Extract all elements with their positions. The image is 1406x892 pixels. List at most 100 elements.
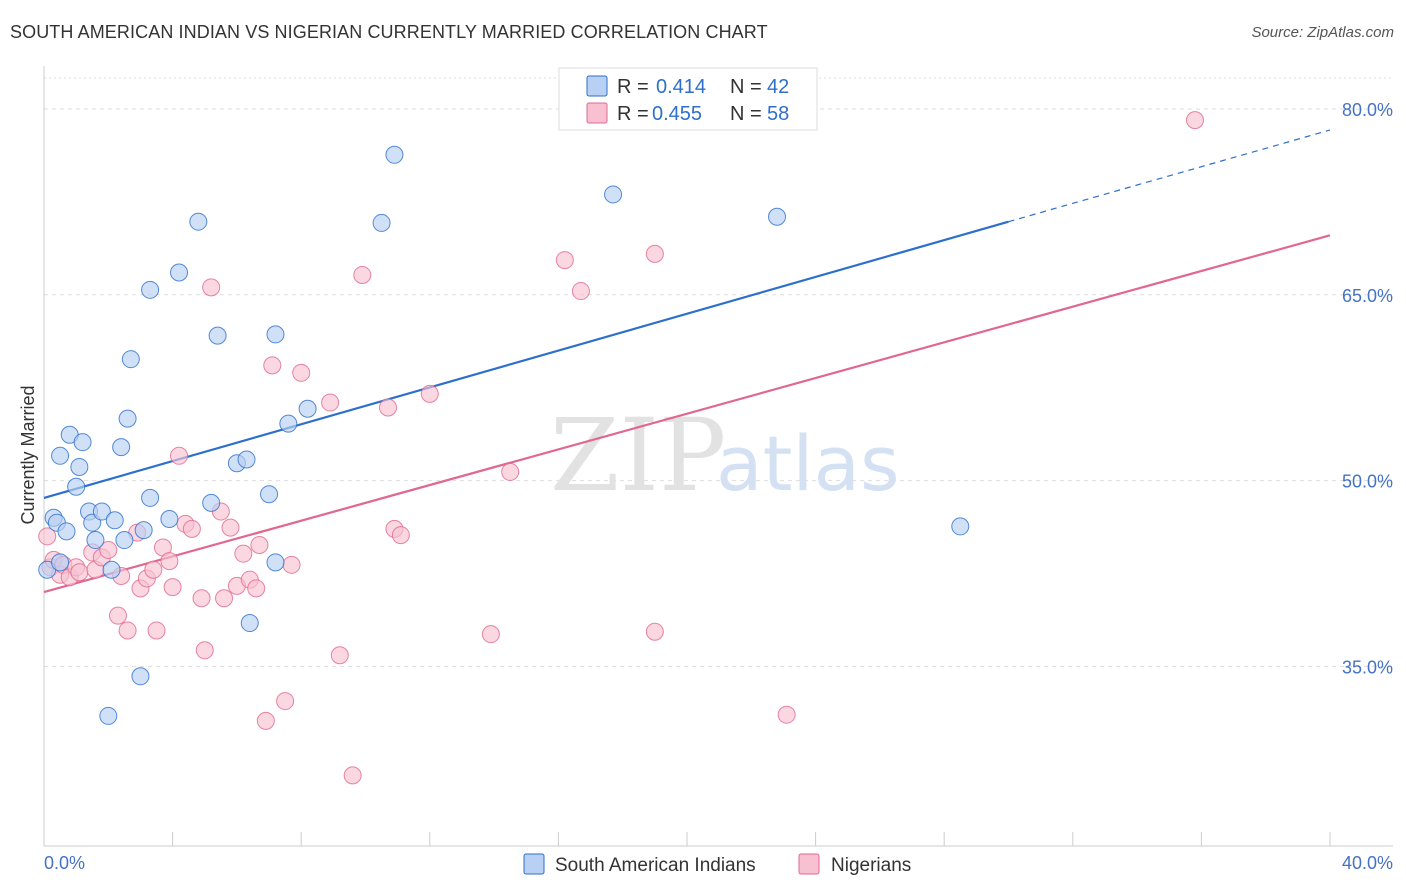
point-south-american-indian xyxy=(51,446,70,465)
point-south-american-indian xyxy=(202,493,221,512)
legend-swatch-blue xyxy=(586,75,608,97)
trend-line-south-american-indians xyxy=(43,220,1009,499)
point-nigerian xyxy=(250,535,269,554)
point-nigerian xyxy=(247,579,266,598)
source-label: Source: ZipAtlas.com xyxy=(1251,24,1394,41)
y-tick-labels: 35.0% 50.0% 65.0% 80.0% xyxy=(1342,100,1393,677)
point-nigerian xyxy=(330,646,349,665)
trend-line-extension xyxy=(1008,129,1331,223)
point-nigerian xyxy=(276,692,295,711)
point-south-american-indian xyxy=(170,263,189,282)
point-nigerian xyxy=(108,606,127,625)
point-nigerian xyxy=(501,462,520,481)
point-south-american-indian xyxy=(105,511,124,530)
point-south-american-indian xyxy=(279,414,298,433)
x-tick-label-min: 0.0% xyxy=(44,853,85,873)
point-south-american-indian xyxy=(121,350,140,369)
series-legend-label-2: Nigerians xyxy=(831,855,911,876)
legend-n-value-1: 42 xyxy=(767,76,789,98)
point-nigerian xyxy=(147,621,166,640)
point-nigerian xyxy=(645,622,664,641)
trend-line-nigerians xyxy=(43,234,1331,594)
point-nigerian xyxy=(571,282,590,301)
point-south-american-indian xyxy=(208,326,227,345)
point-nigerian xyxy=(379,398,398,417)
point-south-american-indian xyxy=(298,399,317,418)
point-south-american-indian xyxy=(237,450,256,469)
y-tick-label: 35.0% xyxy=(1342,657,1393,677)
point-south-american-indian xyxy=(112,438,131,457)
point-nigerian xyxy=(343,766,362,785)
point-south-american-indian xyxy=(160,509,179,528)
watermark-zip: ZIP xyxy=(550,397,726,514)
point-nigerian xyxy=(221,518,240,537)
correlation-legend: R = 0.414 N = 42 R = 0.455 N = 58 xyxy=(558,67,818,131)
point-south-american-indian xyxy=(73,433,92,452)
y-tick-label: 80.0% xyxy=(1342,100,1393,120)
point-nigerian xyxy=(182,519,201,538)
point-south-american-indian xyxy=(70,457,89,476)
point-south-american-indian xyxy=(189,212,208,231)
point-nigerian xyxy=(163,578,182,597)
point-south-american-indian xyxy=(240,614,259,633)
series-legend-swatch-pink xyxy=(798,853,820,875)
watermark: ZIP atlas xyxy=(550,397,900,514)
point-nigerian xyxy=(645,244,664,263)
legend-r-value-1: 0.414 xyxy=(656,76,706,98)
legend-n-value-2: 58 xyxy=(767,103,789,125)
point-south-american-indian xyxy=(266,325,285,344)
point-nigerian xyxy=(192,589,211,608)
point-nigerian xyxy=(215,589,234,608)
point-nigerian xyxy=(481,625,500,644)
point-nigerian xyxy=(282,555,301,574)
point-south-american-indian xyxy=(51,553,70,572)
point-nigerian xyxy=(234,544,253,563)
point-south-american-indian xyxy=(115,531,134,550)
point-nigerian xyxy=(144,560,163,579)
point-nigerian xyxy=(118,621,137,640)
point-nigerian xyxy=(202,278,221,297)
axes xyxy=(43,66,1393,847)
series-legend: South American Indians Nigerians xyxy=(523,853,911,876)
point-nigerian xyxy=(420,384,439,403)
point-south-american-indian xyxy=(131,667,150,686)
point-nigerian xyxy=(70,563,89,582)
point-nigerian xyxy=(263,356,282,375)
point-nigerian xyxy=(321,393,340,412)
point-nigerian xyxy=(256,711,275,730)
point-south-american-indian xyxy=(86,531,105,550)
point-south-american-indian xyxy=(99,706,118,725)
legend-n-label-2: N = xyxy=(730,103,762,125)
point-nigerian xyxy=(160,552,179,571)
chart-title: SOUTH AMERICAN INDIAN VS NIGERIAN CURREN… xyxy=(10,22,768,42)
point-south-american-indian xyxy=(260,485,279,504)
point-south-american-indian xyxy=(385,145,404,164)
point-nigerian xyxy=(1185,111,1204,130)
point-nigerian xyxy=(353,265,372,284)
point-nigerian xyxy=(777,705,796,724)
point-south-american-indian xyxy=(604,185,623,204)
trend-lines xyxy=(43,129,1331,594)
point-nigerian xyxy=(99,540,118,559)
point-south-american-indian xyxy=(768,207,787,226)
point-south-american-indian xyxy=(141,280,160,299)
y-tick-label: 50.0% xyxy=(1342,472,1393,492)
series-legend-label-1: South American Indians xyxy=(555,855,756,876)
legend-r-label-2: R = xyxy=(617,103,649,125)
point-nigerian xyxy=(292,363,311,382)
data-points xyxy=(38,111,1204,785)
legend-r-value-2: 0.455 xyxy=(652,103,702,125)
x-tick-label-max: 40.0% xyxy=(1342,853,1393,873)
point-south-american-indian xyxy=(266,553,285,572)
point-south-american-indian xyxy=(92,502,111,521)
point-south-american-indian xyxy=(134,521,153,540)
point-south-american-indian xyxy=(141,488,160,507)
point-nigerian xyxy=(195,641,214,660)
y-tick-label: 65.0% xyxy=(1342,286,1393,306)
legend-r-label-1: R = xyxy=(617,76,649,98)
point-nigerian xyxy=(170,446,189,465)
point-south-american-indian xyxy=(951,517,970,536)
point-south-american-indian xyxy=(102,560,121,579)
point-nigerian xyxy=(391,526,410,545)
